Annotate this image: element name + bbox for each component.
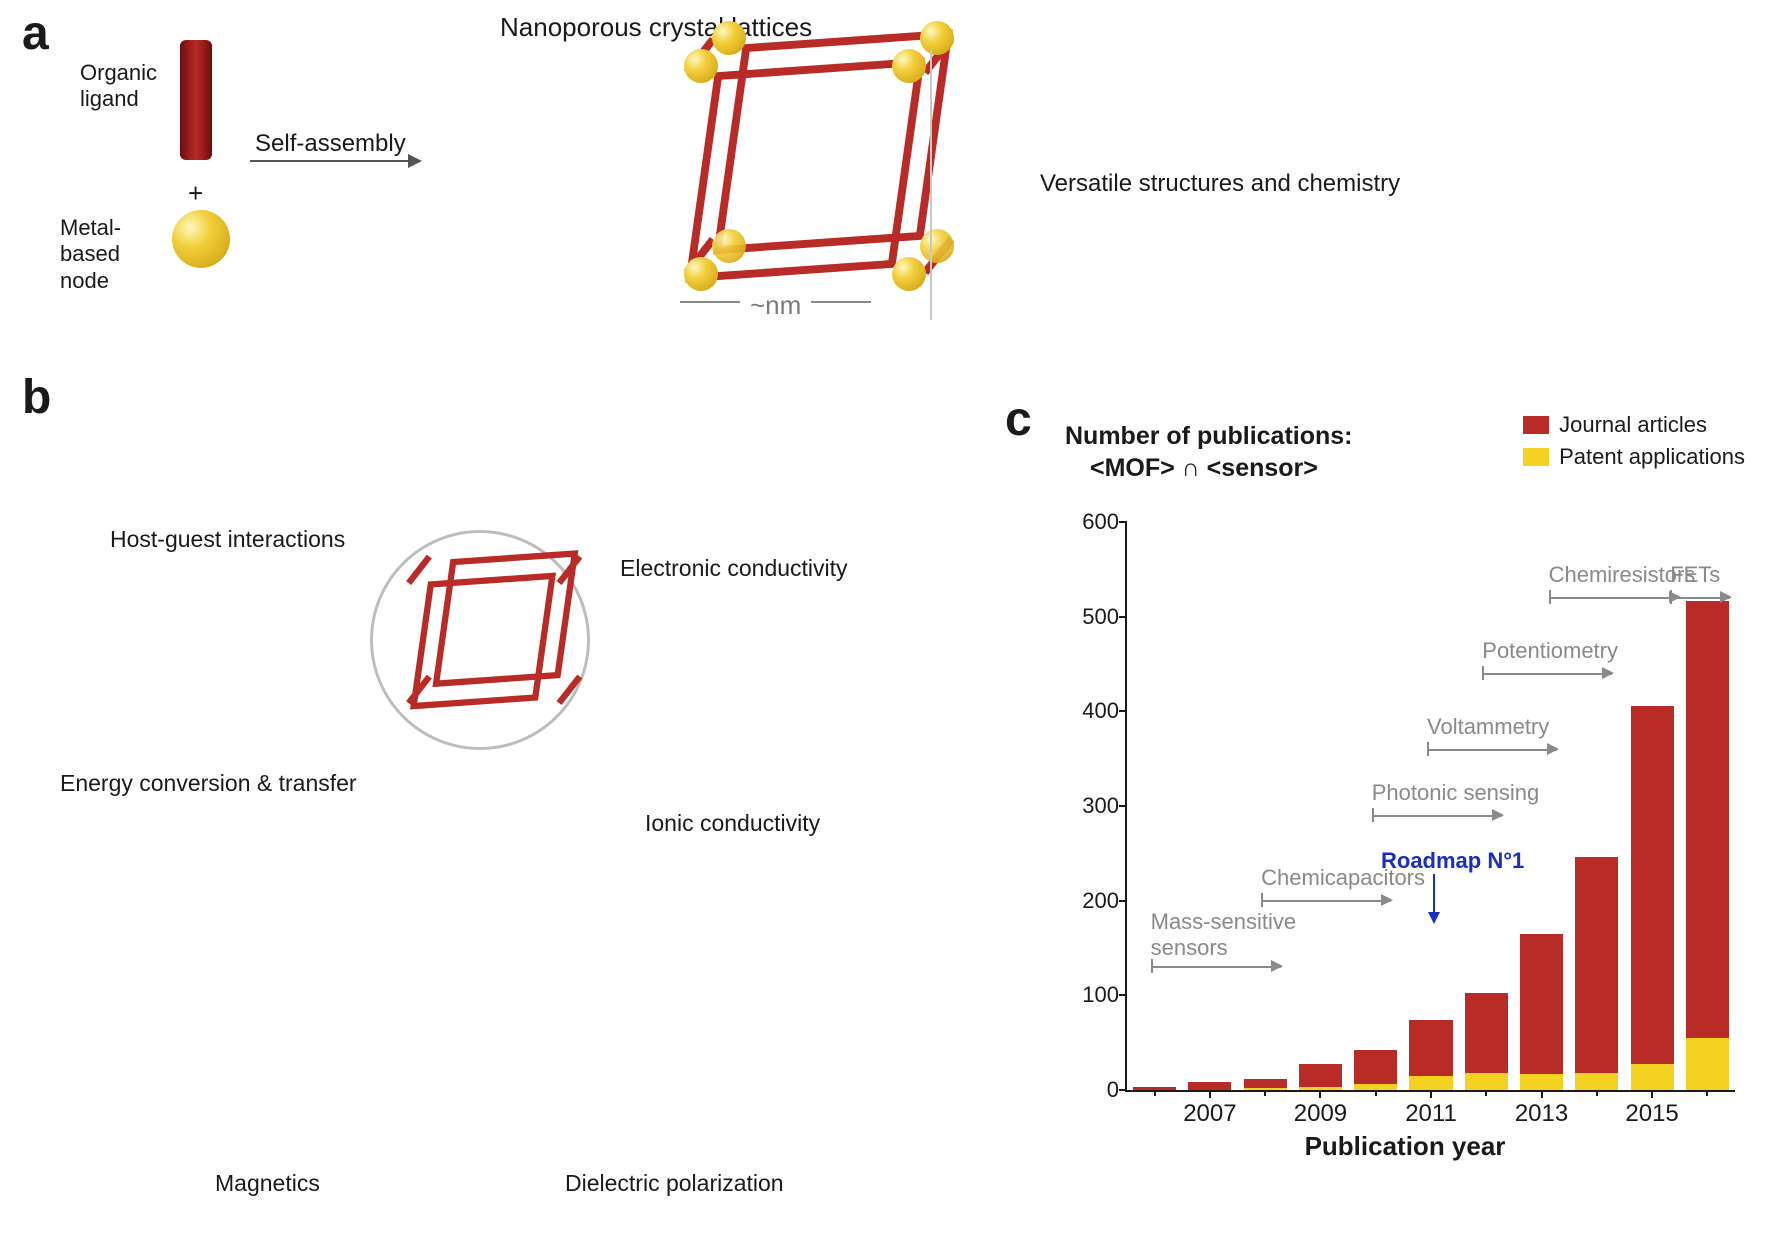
x-minor-tick [1651,1090,1653,1096]
versatile-label: Versatile structures and chemistry [1040,170,1400,198]
bar-patent [1631,1064,1674,1091]
y-tick [1119,616,1127,618]
plus-sign: + [188,178,203,209]
y-tick [1119,710,1127,712]
label-ionic: Ionic conductivity [645,810,820,837]
plot-area: 010020030040050060020072009201120132015M… [1125,522,1735,1092]
bar-patent [1575,1073,1618,1090]
y-tick [1119,900,1127,902]
bar-journal [1409,1020,1452,1076]
y-tick-label: 200 [1071,888,1119,914]
self-assembly-label: Self-assembly [255,130,406,158]
panel-c: Number of publications: <MOF> ∩ <sensor>… [1005,392,1765,1222]
x-tick-label: 2013 [1515,1100,1568,1128]
y-tick [1119,521,1127,523]
y-tick-label: 500 [1071,604,1119,630]
y-tick-label: 400 [1071,698,1119,724]
ligand-cylinder [180,40,212,160]
chart-title: Number of publications: [1065,422,1353,451]
y-tick-label: 0 [1071,1077,1119,1103]
bar-journal [1244,1079,1287,1088]
bar-journal [1299,1064,1342,1087]
metal-node-sphere [172,210,230,268]
legend-patent: Patent applications [1523,444,1745,470]
chart-annotation: FETs [1670,562,1720,588]
node-label: Metal-based node [60,215,170,294]
label-electronic: Electronic conductivity [620,555,848,582]
legend-swatch-journal [1523,416,1549,434]
label-magnetics: Magnetics [215,1170,320,1197]
panel-b-hub-circle [370,530,590,750]
label-dielectric: Dielectric polarization [565,1170,784,1197]
x-tick-label: 2011 [1405,1100,1457,1128]
chart-subtitle: <MOF> ∩ <sensor> [1090,454,1318,483]
roadmap-annotation: Roadmap N°1 [1381,848,1524,874]
bar-chart: 0 100 200 300 400 500 600 2007 2009 2011 2013 2015 M… [1065,512,1745,1152]
y-tick [1119,805,1127,807]
chart-annotation: Voltammetry [1427,714,1549,740]
y-tick-label: 300 [1071,793,1119,819]
x-minor-tick [1485,1090,1487,1096]
bar-patent [1409,1076,1452,1090]
bar-journal [1188,1082,1231,1090]
self-assembly-arrow [250,160,420,162]
chart-annotation: Mass-sensitivesensors [1151,909,1296,961]
legend-journal-label: Journal articles [1559,412,1707,438]
bar-journal [1686,601,1729,1038]
label-energy: Energy conversion & transfer [60,770,357,797]
scale-label: ~nm [750,290,801,321]
x-minor-tick [1596,1090,1598,1096]
bar-patent [1520,1074,1563,1090]
y-tick [1119,994,1127,996]
chart-annotation: Photonic sensing [1372,780,1540,806]
legend-journal: Journal articles [1523,412,1745,438]
x-minor-tick [1430,1090,1432,1096]
ligand-label: Organic ligand [80,60,170,113]
panel-a-divider [930,50,932,320]
bar-patent [1465,1073,1508,1090]
bar-journal [1575,857,1618,1073]
x-tick-label: 2009 [1294,1100,1347,1128]
x-minor-tick [1264,1090,1266,1096]
bar-patent [1686,1038,1729,1090]
chart-annotation: Potentiometry [1482,638,1618,664]
panel-b-letter: b [22,370,51,425]
x-minor-tick [1319,1090,1321,1096]
x-tick-label: 2007 [1183,1100,1236,1128]
x-minor-tick [1706,1090,1708,1096]
lattice-unit-cube [700,65,910,275]
panel-a-title: Nanoporous crystal lattices [500,12,812,43]
x-tick-label: 2015 [1625,1100,1678,1128]
bar-journal [1631,706,1674,1064]
panel-a-letter: a [22,6,49,61]
x-minor-tick [1541,1090,1543,1096]
x-minor-tick [1154,1090,1156,1096]
panel-a: + Organic ligand Metal-based node Self-a… [60,20,1760,360]
x-minor-tick [1375,1090,1377,1096]
y-tick-label: 100 [1071,982,1119,1008]
legend-swatch-patent [1523,448,1549,466]
x-axis-title: Publication year [1065,1131,1745,1162]
chart-legend: Journal articles Patent applications [1523,412,1745,476]
bar-journal [1465,993,1508,1073]
legend-patent-label: Patent applications [1559,444,1745,470]
hub-cube [419,577,547,705]
y-tick [1119,1089,1127,1091]
label-host-guest: Host-guest interactions [110,526,345,553]
bar-journal [1520,934,1563,1074]
x-minor-tick [1209,1090,1211,1096]
y-tick-label: 600 [1071,509,1119,535]
bar-journal [1354,1050,1397,1084]
